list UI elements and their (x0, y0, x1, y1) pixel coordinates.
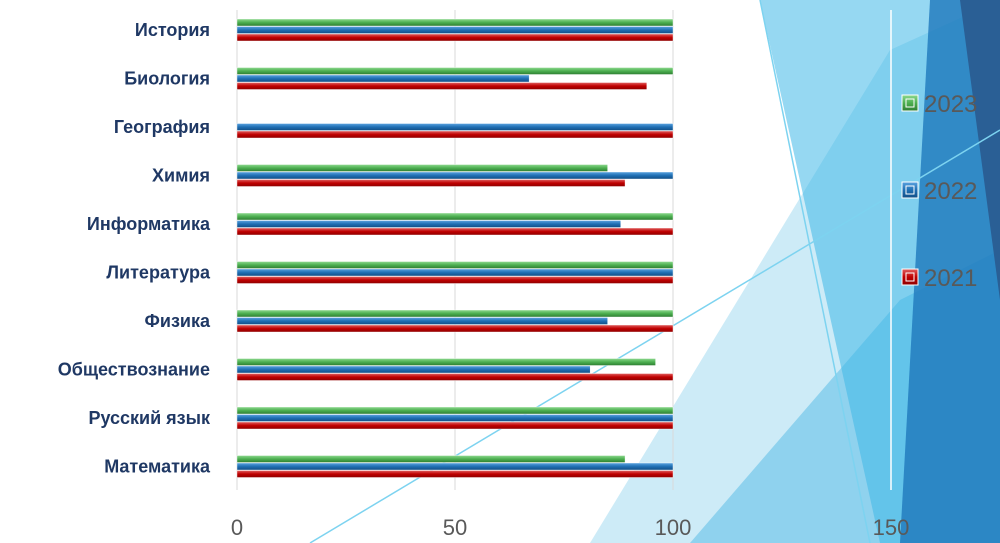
bar-2023 (236, 212, 674, 221)
bar-2022 (236, 220, 621, 228)
x-tick-label: 150 (873, 515, 910, 540)
decor-line-2 (759, 0, 871, 543)
legend-item-2021: 2021 (901, 265, 977, 292)
legend-item-2022: 2022 (901, 178, 977, 205)
bar-2022 (236, 268, 674, 277)
bar-2023 (236, 261, 674, 269)
bar-2023 (236, 358, 656, 366)
bar-2021 (236, 373, 674, 381)
legend-swatch (901, 268, 919, 286)
bar-2021 (236, 421, 674, 430)
category-label: География (114, 117, 210, 137)
x-tick-label: 0 (231, 515, 243, 540)
legend: 2023 2022 2021 (901, 91, 977, 292)
category-label: Русский язык (88, 408, 211, 428)
legend-swatch (901, 181, 919, 199)
bar-2023 (236, 406, 674, 415)
category-label: Информатика (87, 214, 211, 234)
bar-2023 (236, 18, 674, 27)
bar-2022 (236, 74, 530, 83)
legend-item-2023: 2023 (901, 91, 977, 118)
bar-2022 (236, 462, 674, 471)
x-tick-label: 100 (655, 515, 692, 540)
legend-label: 2022 (924, 178, 977, 205)
legend-swatch-inner (905, 272, 915, 282)
x-axis-tick-labels: 0 50 100 150 (231, 515, 909, 540)
legend-label: 2023 (924, 91, 977, 118)
bar-2022 (236, 123, 674, 131)
bar-2022 (236, 414, 674, 422)
legend-swatch-inner (905, 185, 915, 195)
bar-2022 (236, 317, 608, 325)
bar-2023 (236, 309, 674, 318)
bar-2021 (236, 324, 674, 333)
x-tick-label: 50 (443, 515, 467, 540)
bar-2021 (236, 130, 674, 139)
category-labels: Математика Русский язык Обществознание Физи… (58, 20, 211, 477)
category-label: Химия (152, 166, 210, 186)
bar-2022 (236, 26, 674, 34)
bar-2023 (236, 455, 626, 463)
bar-2021 (236, 276, 674, 284)
decor-shape-dark (900, 0, 1000, 543)
bars (236, 18, 674, 478)
category-label: Обществознание (58, 360, 210, 380)
bar-2021 (236, 470, 674, 478)
bar-2022 (236, 171, 674, 180)
category-label: Физика (145, 311, 211, 331)
bar-2021 (236, 227, 674, 236)
bar-2021 (236, 33, 674, 42)
category-label: История (135, 20, 210, 40)
category-label: Биология (124, 69, 210, 89)
legend-swatch-inner (905, 98, 915, 108)
decor-shape-navy (960, 0, 1000, 300)
category-label: Литература (106, 263, 211, 283)
bar-2021 (236, 179, 626, 187)
bar-2021 (236, 82, 648, 90)
legend-swatch (901, 94, 919, 112)
category-label: Математика (104, 457, 211, 477)
legend-label: 2021 (924, 265, 977, 292)
bar-2022 (236, 365, 591, 374)
bar-2023 (236, 67, 674, 75)
bar-2023 (236, 164, 608, 172)
